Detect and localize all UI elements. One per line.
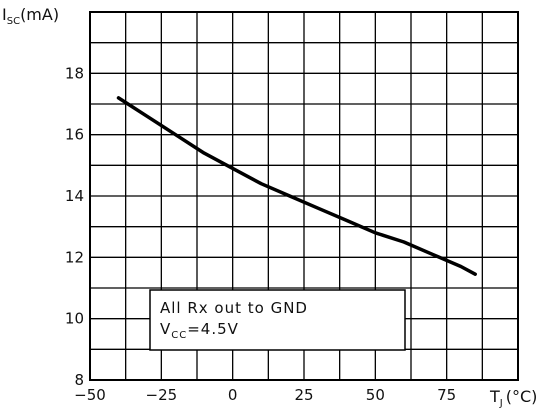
y-tick-label: 8 [74, 371, 84, 389]
y-tick-labels: 8 10 12 14 16 18 [65, 64, 84, 389]
annotation-line-1: All Rx out to GND [160, 299, 308, 317]
y-tick-label: 18 [65, 64, 84, 82]
x-axis-label-unit: (°C) [506, 387, 538, 406]
x-axis-label-sub: J [499, 398, 503, 409]
y-axis-label-sub: SC [7, 16, 20, 27]
x-axis-label: TJ (°C) [489, 387, 537, 409]
x-axis-label-main: T [489, 387, 500, 406]
annotation-line-2: VCC=4.5V [160, 320, 239, 341]
x-tick-label: 50 [366, 386, 385, 404]
y-tick-label: 14 [65, 187, 84, 205]
annotation-value: =4.5V [187, 320, 239, 338]
series-line [116, 96, 477, 276]
x-tick-label: 75 [437, 386, 456, 404]
annotation-v: V [160, 320, 171, 338]
x-tick-label: 25 [294, 386, 313, 404]
x-tick-label: 0 [228, 386, 238, 404]
y-tick-label: 12 [65, 248, 84, 266]
y-axis-label-unit: (mA) [20, 5, 59, 24]
annotation-box: All Rx out to GND VCC=4.5V [149, 289, 406, 351]
y-axis-label: ISC(mA) [2, 5, 59, 27]
x-tick-label: −50 [74, 386, 106, 404]
y-axis-label-main: I [2, 5, 7, 24]
x-tick-label: −25 [146, 386, 178, 404]
x-tick-labels: −50 −25 0 25 50 75 [74, 386, 456, 404]
plot-frame [89, 11, 519, 381]
y-tick-label: 16 [65, 126, 84, 144]
annotation-v-sub: CC [171, 330, 187, 341]
y-tick-label: 10 [65, 310, 84, 328]
